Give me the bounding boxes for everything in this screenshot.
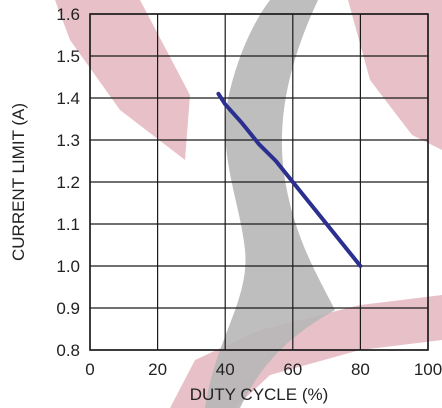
x-tick-label: 40 [216, 360, 235, 379]
x-tick-label: 0 [85, 360, 94, 379]
watermark-red-band-right [348, 0, 442, 150]
y-tick-label: 0.9 [56, 299, 80, 318]
series-group [216, 91, 363, 268]
x-tick-label: 100 [414, 360, 442, 379]
y-tick-label: 1.4 [56, 89, 80, 108]
y-tick-label: 0.8 [56, 341, 80, 360]
x-tick-label: 60 [283, 360, 302, 379]
y-tick-label: 1.1 [56, 215, 80, 234]
y-tick-label: 1.6 [56, 5, 80, 24]
watermark [55, 0, 442, 408]
series-line-0 [216, 91, 363, 268]
y-tick-labels: 0.8 0.9 1.0 1.1 1.2 1.3 1.4 1.5 1.6 [56, 5, 80, 360]
x-tick-label: 80 [351, 360, 370, 379]
plot-frame [89, 13, 429, 351]
watermark-red-wedge-left [55, 0, 190, 160]
watermark-gray-arc [205, 0, 335, 408]
y-tick-label: 1.2 [56, 173, 80, 192]
y-axis-title: CURRENT LIMIT (A) [9, 103, 28, 261]
x-axis-title: DUTY CYCLE (%) [190, 385, 329, 404]
x-tick-labels: 0 20 40 60 80 100 [85, 360, 442, 379]
y-tick-label: 1.3 [56, 131, 80, 150]
y-tick-label: 1.5 [56, 47, 80, 66]
y-tick-label: 1.0 [56, 257, 80, 276]
x-tick-label: 20 [148, 360, 167, 379]
